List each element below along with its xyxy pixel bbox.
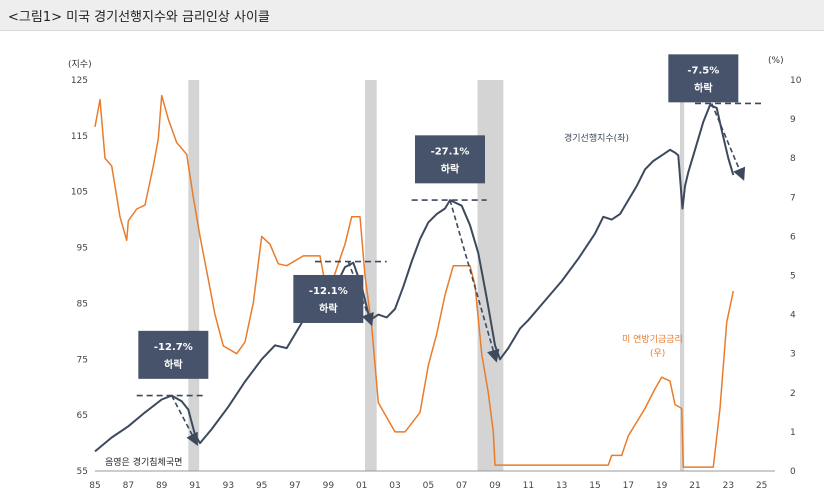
x-tick-label: 01 [356,481,367,491]
x-tick-label: 09 [489,481,501,491]
right-tick-label: 4 [790,311,796,321]
right-tick-label: 8 [790,154,796,164]
leading-index-series-label: 경기선행지수(좌) [564,132,629,144]
x-tick-label: 03 [389,481,400,491]
x-tick-label: 85 [89,481,100,491]
x-tick-label: 07 [456,481,467,491]
decline-word-label: 하락 [694,81,713,94]
x-tick-label: 99 [323,481,335,491]
x-tick-label: 17 [623,481,634,491]
decline-pct-label: -7.5% [687,65,719,76]
right-tick-label: 7 [790,193,796,203]
x-tick-label: 87 [123,481,134,491]
left-tick-label: 75 [77,355,88,365]
decline-arrow-1 [347,261,374,327]
fed-rate-axis-hint: (우) [650,348,665,359]
figure-title: <그림1> 미국 경기선행지수와 금리인상 사이클 [8,10,270,25]
recession-band-3 [680,80,685,471]
right-tick-label: 9 [790,115,796,125]
right-tick-label: 3 [790,350,796,360]
left-axis-unit: (지수) [68,59,92,70]
decline-word-label: 하락 [319,302,338,315]
fed-rate-series-label: 미 연방기금금리 [622,334,683,345]
left-tick-label: 115 [71,132,88,142]
x-tick-label: 21 [689,481,700,491]
left-tick-label: 125 [71,76,88,86]
x-tick-label: 91 [189,481,200,491]
left-tick-label: 65 [77,411,88,421]
decline-arrow-0 [170,395,198,446]
right-tick-label: 6 [790,232,796,242]
decline-box-1 [293,274,364,323]
decline-arrow-2 [449,199,500,363]
x-tick-label: 25 [756,481,767,491]
decline-pct-label: -12.1% [309,286,348,297]
decline-word-label: 하락 [441,162,460,175]
recession-band-0 [188,80,200,471]
x-tick-label: 19 [656,481,668,491]
decline-box-3 [668,54,739,103]
left-tick-label: 55 [77,467,88,477]
right-tick-label: 2 [790,389,796,399]
left-tick-label: 105 [71,188,88,198]
recession-note: 음영은 경기침체국면 [105,456,182,468]
decline-box-0 [138,330,209,379]
leading-index-line [94,104,735,453]
decline-box-2 [415,135,485,184]
decline-word-label: 하락 [164,358,183,371]
left-tick-label: 95 [77,244,88,254]
x-tick-label: 95 [256,481,267,491]
right-tick-label: 5 [790,272,796,282]
figure-header: <그림1> 미국 경기선행지수와 금리인상 사이클 [0,0,824,31]
decline-arrow-3 [710,103,746,181]
left-tick-label: 85 [77,299,88,309]
decline-pct-label: -27.1% [431,146,470,157]
x-tick-label: 93 [223,481,234,491]
x-tick-label: 05 [423,481,434,491]
x-tick-label: 11 [523,481,534,491]
right-tick-label: 0 [790,467,796,477]
x-tick-label: 13 [556,481,567,491]
x-tick-label: 15 [589,481,600,491]
x-tick-label: 97 [289,481,300,491]
decline-pct-label: -12.7% [154,342,193,353]
x-tick-label: 23 [723,481,734,491]
right-axis-unit: (%) [768,56,784,66]
right-tick-label: 1 [790,428,796,438]
right-tick-label: 10 [790,76,802,86]
fed-funds-rate-line [94,94,735,468]
recession-band-1 [365,80,377,471]
x-tick-label: 89 [156,481,168,491]
